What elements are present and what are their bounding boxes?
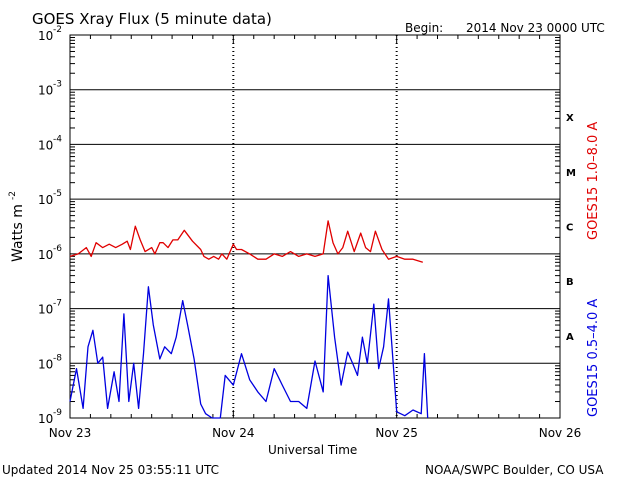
legend-entry-long: GOES15 1.0–8.0 A [586, 122, 601, 240]
y-tick-exponent: -4 [53, 134, 62, 144]
y-tick-exponent: -8 [53, 353, 62, 363]
y-axis-title-text: Watts m [10, 204, 26, 262]
begin-label: Begin: [405, 21, 443, 35]
x-tick-label: Nov 26 [539, 426, 582, 440]
updated-timestamp: Updated 2014 Nov 25 03:55:11 UTC [2, 463, 219, 477]
y-tick-exponent: -5 [53, 189, 62, 199]
flare-class-labels: A B C M X [566, 113, 576, 343]
y-tick-label: 10 [38, 412, 53, 426]
y-tick-label: 10 [38, 138, 53, 152]
series-line-short [69, 274, 429, 419]
x-tick-label: Nov 23 [49, 426, 92, 440]
y-tick-exponent: -2 [53, 25, 62, 35]
y-tick-label: 10 [38, 84, 53, 98]
begin-value: 2014 Nov 23 0000 UTC [466, 21, 605, 35]
y-tick-label: 10 [38, 193, 53, 207]
flare-class-label: A [566, 332, 574, 343]
y-tick-label: 10 [38, 248, 53, 262]
plot-frame [69, 34, 561, 419]
y-axis-title: Watts m -2 [8, 191, 26, 262]
y-tick-exponent: -3 [53, 80, 62, 90]
x-tick-labels: Nov 23 Nov 24 Nov 25 Nov 26 [49, 426, 582, 440]
legend-entry-short: GOES15 0.5–4.0 A [586, 299, 601, 417]
credit-text: NOAA/SWPC Boulder, CO USA [425, 463, 604, 477]
y-axis-title-exponent: -2 [8, 191, 18, 200]
flare-class-label: B [566, 277, 574, 288]
legend-label-short: GOES15 0.5–4.0 A [586, 299, 601, 417]
flare-class-label: C [566, 223, 573, 234]
x-axis-title: Universal Time [268, 443, 357, 457]
y-tick-exponent: -9 [53, 408, 62, 418]
flare-class-label: M [566, 168, 576, 179]
y-tick-label: 10 [38, 29, 53, 43]
y-tick-labels: 10-910-810-710-610-510-410-310-2 [38, 25, 62, 426]
series-line-long [69, 220, 423, 263]
legend-label-long: GOES15 1.0–8.0 A [586, 122, 601, 240]
x-tick-label: Nov 24 [212, 426, 255, 440]
x-tick-label: Nov 25 [375, 426, 418, 440]
y-tick-label: 10 [38, 357, 53, 371]
axis-ticks [69, 35, 561, 418]
flare-class-label: X [566, 113, 574, 124]
y-tick-label: 10 [38, 303, 53, 317]
y-tick-exponent: -6 [53, 244, 62, 254]
y-tick-exponent: -7 [53, 299, 62, 309]
chart-title: GOES Xray Flux (5 minute data) [32, 10, 272, 28]
series-lines [69, 220, 429, 419]
